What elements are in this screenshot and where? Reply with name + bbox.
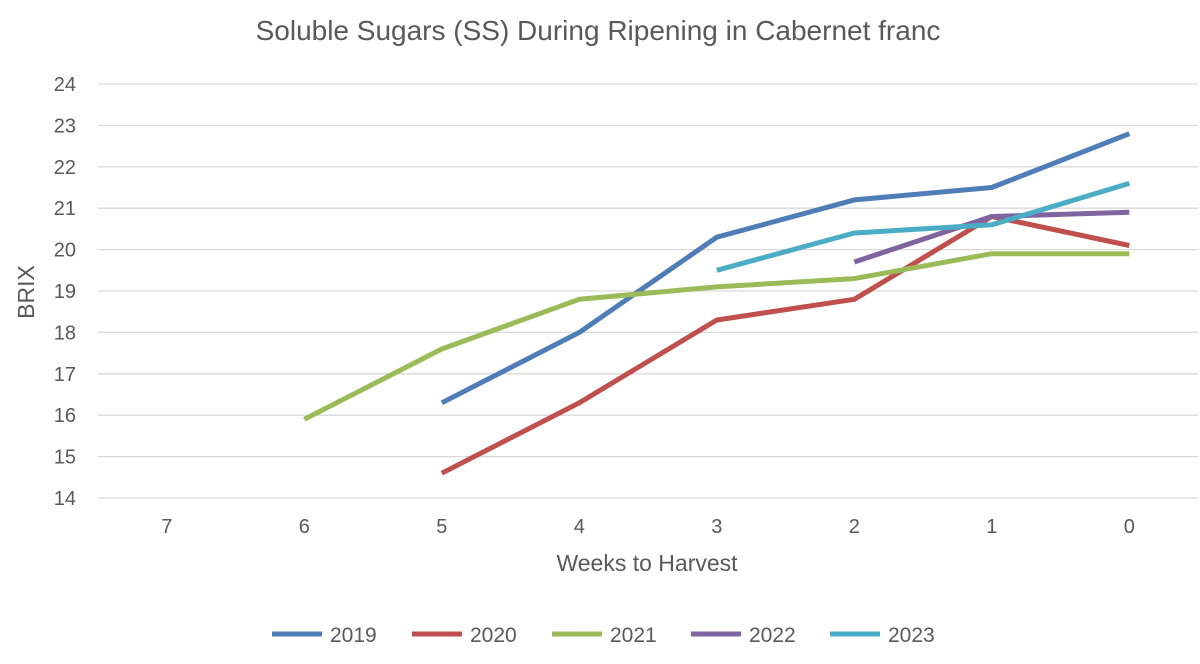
y-tick-label: 21 — [54, 198, 76, 220]
y-axis-ticks: 14 15 16 17 18 19 20 21 22 23 24 — [54, 74, 76, 510]
series-line-2019 — [440, 131, 1131, 406]
x-tick-label: 4 — [574, 516, 585, 538]
x-tick-label: 3 — [711, 516, 722, 538]
y-tick-label: 20 — [54, 240, 76, 262]
x-tick-label: 0 — [1124, 516, 1135, 538]
series-line-2023 — [716, 181, 1131, 273]
y-tick-label: 15 — [54, 447, 76, 469]
x-tick-label: 5 — [436, 516, 447, 538]
series-line-2021 — [303, 251, 1130, 422]
series-lines — [303, 131, 1131, 476]
y-tick-label: 22 — [54, 157, 76, 179]
legend-label-2023: 2023 — [888, 624, 935, 647]
legend: 2019 2020 2021 2022 2023 — [272, 624, 935, 647]
y-tick-label: 14 — [54, 488, 76, 510]
legend-label-2022: 2022 — [749, 624, 796, 647]
y-tick-label: 23 — [54, 115, 76, 137]
y-tick-label: 18 — [54, 322, 76, 344]
x-axis-ticks: 7 6 5 4 3 2 1 0 — [161, 516, 1135, 538]
y-tick-label: 16 — [54, 405, 76, 427]
series-line-2022 — [853, 209, 1130, 265]
legend-label-2019: 2019 — [330, 624, 377, 647]
x-tick-label: 7 — [161, 516, 172, 538]
x-tick-label: 6 — [299, 516, 310, 538]
series-line-2020 — [440, 214, 1130, 476]
legend-label-2021: 2021 — [610, 624, 657, 647]
x-tick-label: 1 — [986, 516, 997, 538]
y-tick-label: 17 — [54, 364, 76, 386]
y-axis-label: BRIX — [13, 265, 39, 319]
x-axis-label: Weeks to Harvest — [556, 550, 738, 576]
y-tick-label: 24 — [54, 74, 76, 96]
chart-title: Soluble Sugars (SS) During Ripening in C… — [256, 15, 941, 46]
x-tick-label: 2 — [849, 516, 860, 538]
y-tick-label: 19 — [54, 281, 76, 303]
legend-label-2020: 2020 — [470, 624, 517, 647]
